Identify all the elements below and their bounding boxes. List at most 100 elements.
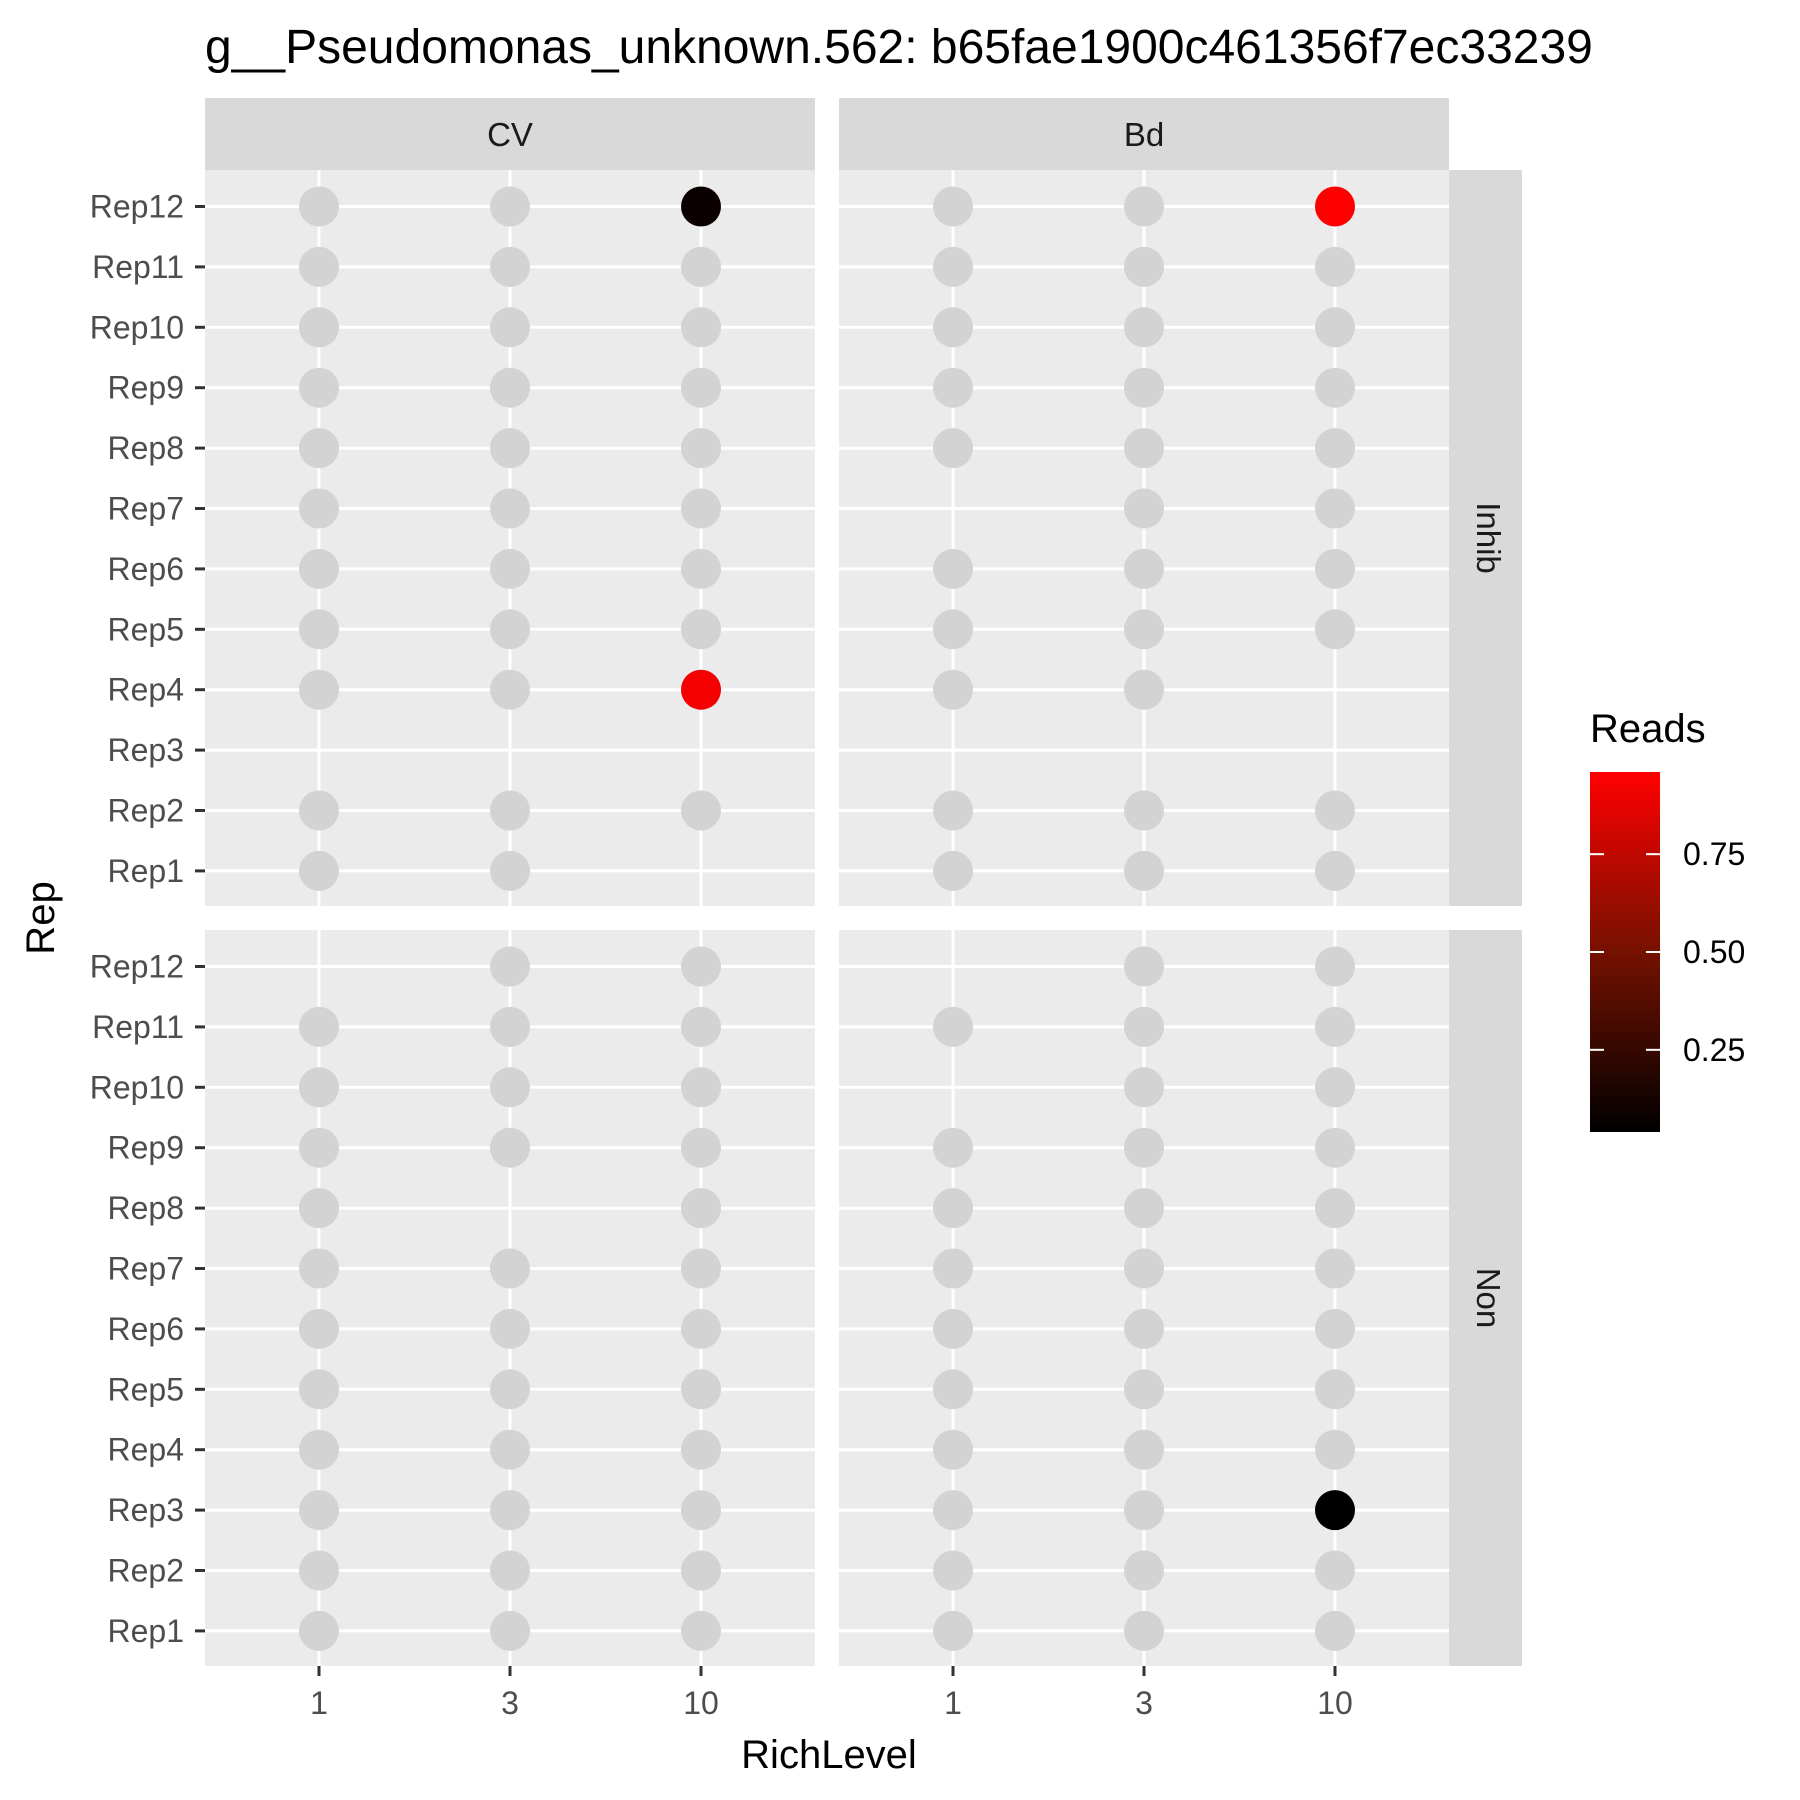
facet-label-cv: CV xyxy=(487,116,533,153)
y-tick-label: Rep3 xyxy=(108,732,185,768)
y-tick-label: Rep8 xyxy=(108,430,185,466)
point-rep8-rich-3 xyxy=(490,428,530,469)
point-rep6-rich-1 xyxy=(933,1308,973,1349)
point-rep10-rich-3 xyxy=(1124,307,1164,348)
point-rep6-rich-3 xyxy=(490,1308,530,1349)
point-rep2-rich-10 xyxy=(1315,790,1355,831)
y-axis-title: Rep xyxy=(19,881,63,954)
point-rep5-rich-1 xyxy=(299,1369,339,1410)
point-rep8-rich-10 xyxy=(681,428,721,469)
point-rep11-rich-3 xyxy=(1124,246,1164,287)
point-rep8-rich-3 xyxy=(1124,428,1164,469)
point-rep12-rich-10 xyxy=(681,946,721,987)
x-tick-label: 1 xyxy=(310,1685,328,1721)
point-rep10-rich-10 xyxy=(1315,307,1355,348)
point-rep6-rich-1 xyxy=(933,548,973,589)
point-rep2-rich-1 xyxy=(933,1550,973,1591)
y-tick-label: Rep10 xyxy=(90,1069,184,1105)
point-rep9-rich-1 xyxy=(933,1127,973,1168)
point-rep10-rich-10 xyxy=(681,307,721,348)
point-rep1-rich-3 xyxy=(490,1610,530,1651)
y-axis-inhib: Rep1 Rep2 Rep3 Rep4 Rep5 Rep6 Rep7 Rep8 Rep9 Rep1… xyxy=(90,189,205,889)
point-rep9-rich-1 xyxy=(933,367,973,408)
y-tick-label: Rep7 xyxy=(108,491,185,527)
point-rep10-rich-10 xyxy=(681,1067,721,1108)
y-tick-label: Rep11 xyxy=(92,1009,184,1045)
point-rep7-rich-1 xyxy=(299,1248,339,1289)
point-rep7-rich-3 xyxy=(1124,488,1164,529)
point-rep2-rich-3 xyxy=(490,1550,530,1591)
point-rep9-rich-3 xyxy=(490,367,530,408)
point-rep5-rich-10 xyxy=(681,609,721,650)
point-rep5-rich-10 xyxy=(681,1369,721,1410)
facet-label-non: Non xyxy=(1470,1268,1507,1329)
point-rep6-rich-1 xyxy=(299,1308,339,1349)
point-rep6-rich-10 xyxy=(681,1308,721,1349)
point-rep5-rich-3 xyxy=(490,1369,530,1410)
point-rep1-rich-10 xyxy=(681,1610,721,1651)
point-rep5-rich-3 xyxy=(1124,609,1164,650)
point-rep9-rich-1 xyxy=(299,1127,339,1168)
legend-label: 0.75 xyxy=(1683,836,1745,872)
x-tick-label: 3 xyxy=(501,1685,519,1721)
point-rep7-rich-3 xyxy=(490,488,530,529)
point-rep4-rich-3 xyxy=(490,1429,530,1470)
point-rep2-rich-10 xyxy=(1315,1550,1355,1591)
y-tick-label: Rep3 xyxy=(108,1492,185,1528)
point-rep8-rich-10 xyxy=(1315,1188,1355,1229)
x-tick-label: 10 xyxy=(1317,1685,1353,1721)
point-rep5-rich-3 xyxy=(1124,1369,1164,1410)
point-rep7-rich-10 xyxy=(681,488,721,529)
point-rep7-rich-3 xyxy=(490,1248,530,1289)
x-tick-label: 10 xyxy=(683,1685,719,1721)
point-rep2-rich-10 xyxy=(681,1550,721,1591)
y-tick-label: Rep4 xyxy=(108,1432,185,1468)
y-tick-label: Rep12 xyxy=(90,949,184,985)
point-rep10-rich-1 xyxy=(299,1067,339,1108)
legend-label: 0.25 xyxy=(1683,1032,1745,1068)
point-rep11-rich-10 xyxy=(681,246,721,287)
y-tick-label: Rep1 xyxy=(108,1613,185,1649)
point-rep6-rich-3 xyxy=(490,548,530,589)
point-rep12-rich-3 xyxy=(490,946,530,987)
point-rep3-rich-3 xyxy=(490,1490,530,1531)
point-rep9-rich-3 xyxy=(1124,1127,1164,1168)
point-rep8-rich-1 xyxy=(933,428,973,469)
point-rep8-rich-1 xyxy=(933,1188,973,1229)
point-rep1-rich-10 xyxy=(1315,850,1355,891)
y-tick-label: Rep7 xyxy=(108,1251,185,1287)
point-rep1-rich-1 xyxy=(933,1610,973,1651)
panel-bd-inhib xyxy=(839,170,1449,906)
point-rep9-rich-10 xyxy=(1315,1127,1355,1168)
point-rep2-rich-1 xyxy=(933,790,973,831)
point-rep12-rich-10 xyxy=(681,186,721,227)
point-rep11-rich-1 xyxy=(933,246,973,287)
facet-strip-cv xyxy=(205,98,815,170)
point-rep11-rich-10 xyxy=(1315,1006,1355,1047)
point-rep9-rich-10 xyxy=(681,1127,721,1168)
point-rep10-rich-3 xyxy=(1124,1067,1164,1108)
point-rep11-rich-10 xyxy=(681,1006,721,1047)
point-rep7-rich-10 xyxy=(681,1248,721,1289)
point-rep12-rich-1 xyxy=(933,186,973,227)
point-rep2-rich-1 xyxy=(299,1550,339,1591)
point-rep7-rich-10 xyxy=(1315,1248,1355,1289)
facet-strip-non xyxy=(1449,930,1522,1666)
y-tick-label: Rep2 xyxy=(108,1553,185,1589)
point-rep5-rich-10 xyxy=(1315,1369,1355,1410)
panel-bd-non xyxy=(839,930,1449,1666)
point-rep12-rich-3 xyxy=(1124,186,1164,227)
point-rep11-rich-3 xyxy=(490,1006,530,1047)
x-axis-cv: 1 3 10 xyxy=(310,1666,719,1721)
point-rep11-rich-1 xyxy=(299,1006,339,1047)
point-rep2-rich-10 xyxy=(681,790,721,831)
y-tick-label: Rep8 xyxy=(108,1190,185,1226)
point-rep1-rich-3 xyxy=(490,850,530,891)
point-rep1-rich-3 xyxy=(1124,1610,1164,1651)
point-rep4-rich-3 xyxy=(1124,669,1164,710)
facet-strip-bd xyxy=(839,98,1449,170)
point-rep9-rich-10 xyxy=(1315,367,1355,408)
y-tick-label: Rep9 xyxy=(108,1130,185,1166)
point-rep3-rich-1 xyxy=(299,1490,339,1531)
point-rep5-rich-3 xyxy=(490,609,530,650)
